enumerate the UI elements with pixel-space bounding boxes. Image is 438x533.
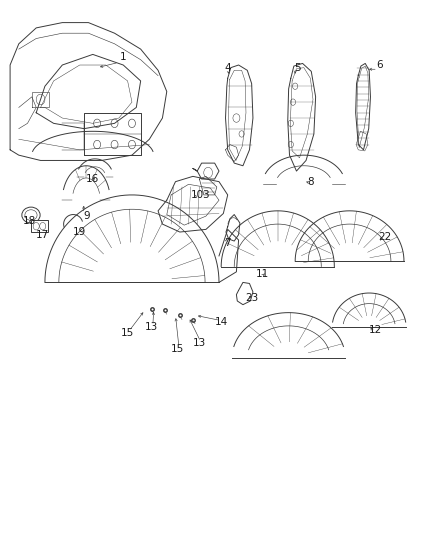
Text: 7: 7 <box>224 238 231 248</box>
FancyBboxPatch shape <box>31 220 48 232</box>
Text: 23: 23 <box>245 293 258 303</box>
Text: 13: 13 <box>145 322 158 333</box>
Text: 6: 6 <box>377 60 383 70</box>
Text: 10: 10 <box>191 190 204 200</box>
Text: 15: 15 <box>171 344 184 354</box>
Text: 13: 13 <box>193 338 206 349</box>
Text: 15: 15 <box>121 328 134 338</box>
Text: 8: 8 <box>307 176 314 187</box>
Ellipse shape <box>22 207 40 223</box>
Text: 14: 14 <box>215 317 228 327</box>
Text: 3: 3 <box>203 190 209 200</box>
Text: 17: 17 <box>36 230 49 240</box>
Ellipse shape <box>25 210 37 220</box>
Text: 9: 9 <box>83 211 89 221</box>
Text: 5: 5 <box>294 63 300 72</box>
Text: 18: 18 <box>23 216 36 227</box>
Text: 4: 4 <box>224 63 231 72</box>
Text: 19: 19 <box>73 227 86 237</box>
Text: 1: 1 <box>120 52 127 62</box>
Text: 22: 22 <box>378 232 391 243</box>
Text: 16: 16 <box>86 174 99 184</box>
Text: 11: 11 <box>256 270 269 279</box>
Text: 12: 12 <box>369 325 382 335</box>
